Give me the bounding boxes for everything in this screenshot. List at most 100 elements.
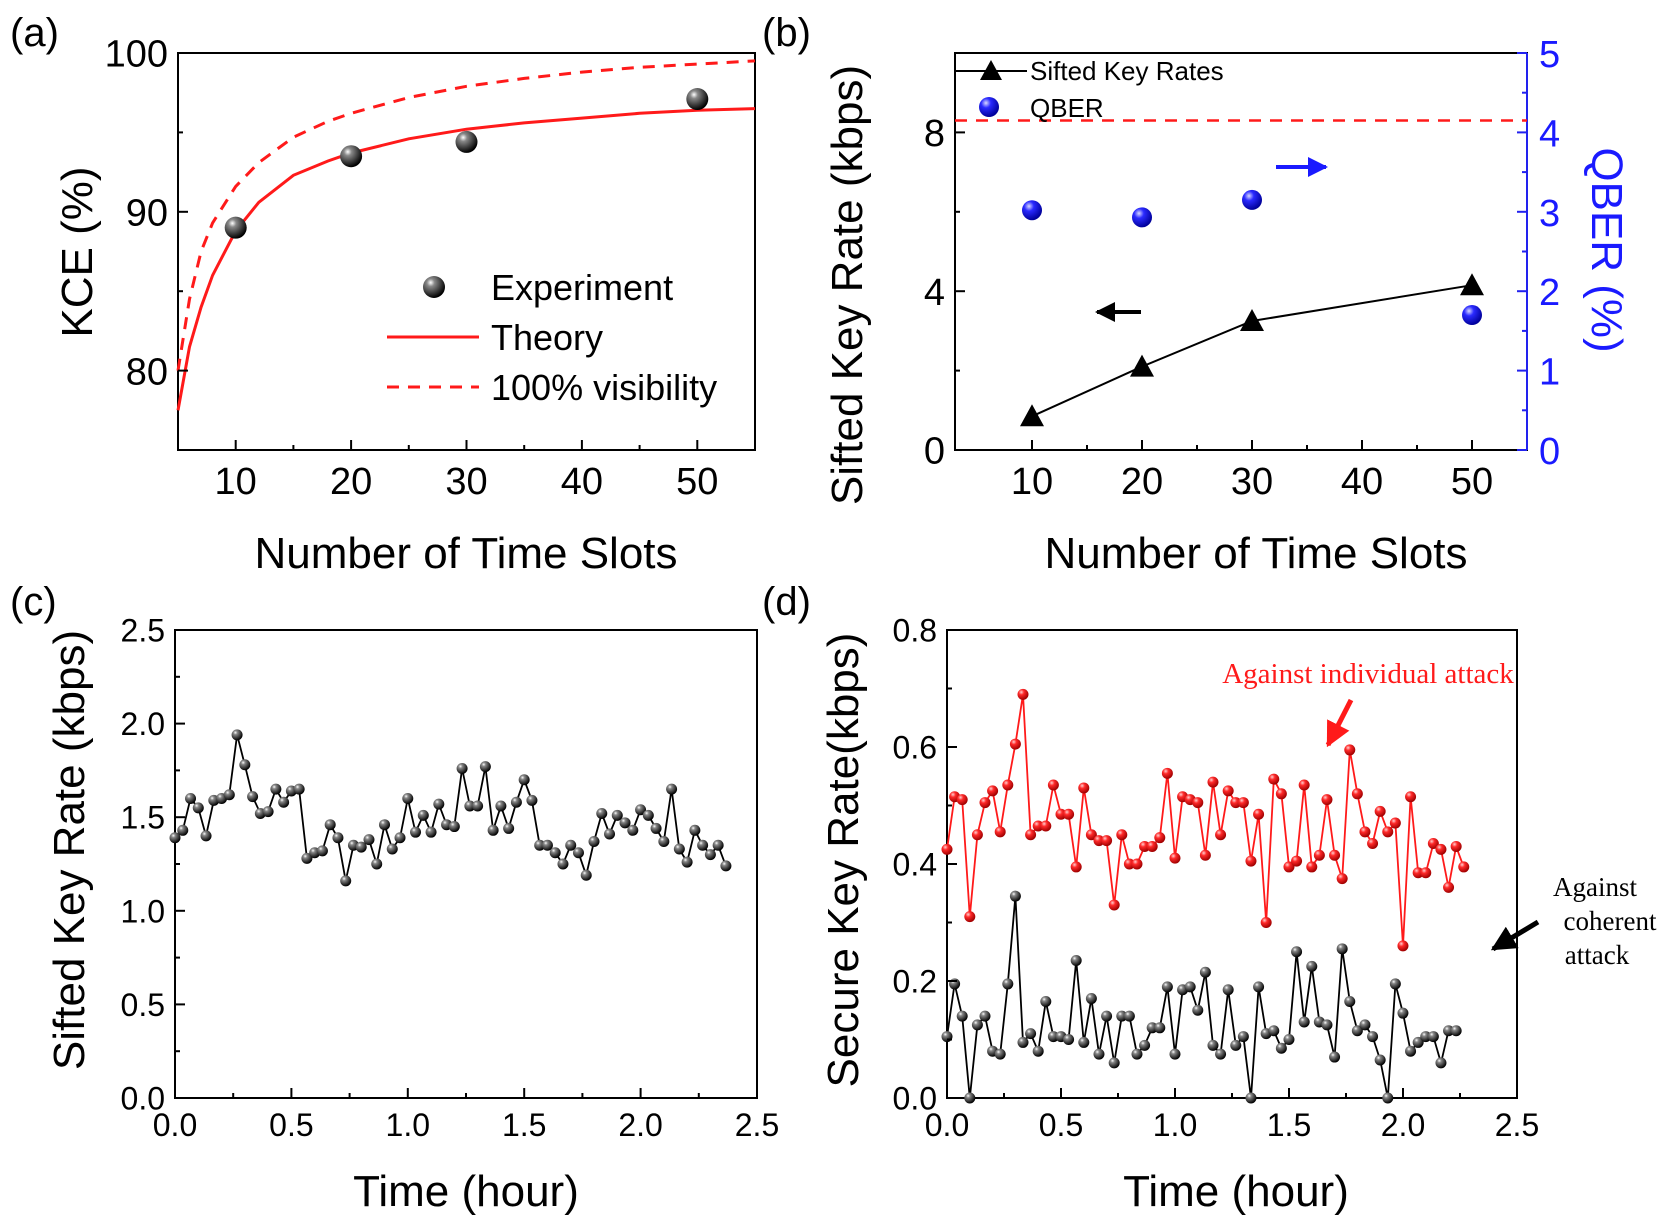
against-individual-attack-point	[1291, 855, 1303, 867]
x-tick-label: 0.0	[153, 1107, 197, 1143]
sifted-key-rate-point	[270, 783, 282, 795]
against-coherent-attack-point	[1344, 995, 1356, 1007]
sifted-key-rate-point	[681, 856, 693, 868]
against-individual-attack-point	[1298, 779, 1310, 791]
sifted-key-rate-point	[386, 843, 398, 855]
x-tick-label: 2.0	[618, 1107, 662, 1143]
legend-sifted-marker	[980, 60, 1002, 80]
sifted-key-rate-point	[697, 839, 709, 851]
against-individual-attack-point	[1336, 873, 1348, 885]
against-coherent-attack-point	[1184, 981, 1196, 993]
y-right-tick-label: 4	[1539, 113, 1560, 155]
against-individual-attack-point	[1002, 779, 1014, 791]
against-individual-attack-point	[1306, 861, 1318, 873]
sifted-key-rate-point	[363, 834, 375, 846]
sifted-key-rate-point	[704, 849, 716, 861]
sifted-key-rate-point	[355, 841, 367, 853]
against-individual-attack-point	[1078, 782, 1090, 794]
against-individual-attack-point	[1131, 858, 1143, 870]
x-tick-label: 30	[445, 461, 487, 503]
sifted-key-rate-point	[301, 852, 313, 864]
against-coherent-attack-point	[1427, 1031, 1439, 1043]
sifted-key-rate-point	[239, 759, 251, 771]
sifted-key-rate-point	[472, 800, 484, 812]
against-individual-attack-point	[1374, 805, 1386, 817]
x-tick-label: 2.0	[1381, 1107, 1425, 1143]
sifted-key-rate-point	[619, 817, 631, 829]
against-individual-attack-point	[1040, 820, 1052, 832]
sifted-key-rate-point	[410, 826, 422, 838]
x-tick-label: 0.0	[925, 1107, 969, 1143]
against-individual-attack-point	[1268, 773, 1280, 785]
panel-label-b: (b)	[762, 11, 811, 55]
against-individual-attack-point	[1397, 940, 1409, 952]
sifted-key-rate-point	[479, 761, 491, 773]
sifted-key-rate-point	[495, 800, 507, 812]
sifted-key-rate-point	[588, 836, 600, 848]
panel-label-c: (c)	[10, 580, 57, 624]
against-coherent-attack-point	[1382, 1092, 1394, 1104]
y-right-tick-label: 1	[1539, 352, 1560, 394]
series-100-visibility	[176, 59, 756, 371]
sifted-key-rate-point	[200, 830, 212, 842]
against-coherent-attack-point	[1275, 1042, 1287, 1054]
sifted-key-rate-point	[518, 774, 530, 786]
against-coherent-attack-point	[1298, 1016, 1310, 1028]
against-individual-attack-point	[1253, 808, 1265, 820]
against-individual-attack-point	[1161, 767, 1173, 779]
against-individual-attack-point	[1367, 838, 1379, 850]
sifted-key-rate-point	[425, 826, 437, 838]
sifted-key-rate-point	[541, 839, 553, 851]
plot-frame	[174, 629, 758, 1099]
against-coherent-attack-point	[1420, 1031, 1432, 1043]
sifted-key-rate-point	[247, 791, 259, 803]
against-coherent-attack-point	[1161, 981, 1173, 993]
against-coherent-attack-point	[1268, 1025, 1280, 1037]
y-tick-label: 0	[924, 431, 945, 473]
against-coherent-attack-point	[1237, 1031, 1249, 1043]
x-tick-label: 30	[1231, 461, 1273, 503]
sifted-key-rate-point	[510, 796, 522, 808]
against-individual-attack-point	[987, 785, 999, 797]
sifted-key-rate-point	[1020, 404, 1044, 427]
sifted-key-rate-point	[324, 819, 336, 831]
x-tick-label: 2.5	[1495, 1107, 1539, 1143]
against-coherent-attack-point	[1116, 1010, 1128, 1022]
against-coherent-attack-point	[1329, 1051, 1341, 1063]
sifted-key-rate-point	[666, 783, 678, 795]
against-coherent-attack-point	[1230, 1039, 1242, 1051]
sifted-key-rate-point	[557, 858, 569, 870]
x-tick-label: 50	[1451, 461, 1493, 503]
against-coherent-attack-point	[1199, 966, 1211, 978]
against-individual-attack-point	[1123, 858, 1135, 870]
y-tick-label: 0.6	[893, 730, 937, 766]
against-individual-attack-point	[1382, 826, 1394, 838]
against-coherent-attack-point	[1009, 890, 1021, 902]
y-tick-label: 1.0	[121, 893, 165, 929]
against-coherent-attack-point	[1085, 993, 1097, 1005]
sifted-key-rate-point	[720, 860, 732, 872]
sifted-key-rate-point	[402, 792, 414, 804]
against-individual-attack-point	[1245, 855, 1257, 867]
y-right-tick-label: 3	[1539, 193, 1560, 235]
panel-label-a: (a)	[10, 11, 59, 55]
sifted-key-rate-point	[487, 824, 499, 836]
against-coherent-attack-point	[1032, 1045, 1044, 1057]
against-individual-attack-point	[1222, 785, 1234, 797]
sifted-key-rate-point	[580, 869, 592, 881]
against-individual-attack-point	[1420, 867, 1432, 879]
legend: Sifted Key Rates QBER	[955, 56, 1224, 123]
against-coherent-attack-point	[1397, 1007, 1409, 1019]
y-axis-label: Sifted Key Rate (kbps)	[823, 65, 872, 505]
sifted-key-rate-point	[394, 832, 406, 844]
against-individual-attack-point	[1237, 797, 1249, 809]
against-coherent-attack-point	[1131, 1048, 1143, 1060]
sifted-key-rate-point	[673, 843, 685, 855]
against-individual-attack-point	[1192, 797, 1204, 809]
sifted-key-rate-point	[316, 845, 328, 857]
against-coherent-attack-point	[994, 1048, 1006, 1060]
against-individual-attack-point	[1344, 744, 1356, 756]
sifted-key-rate-point	[565, 839, 577, 851]
series-theory	[176, 107, 756, 411]
against-individual-attack-point	[1230, 797, 1242, 809]
